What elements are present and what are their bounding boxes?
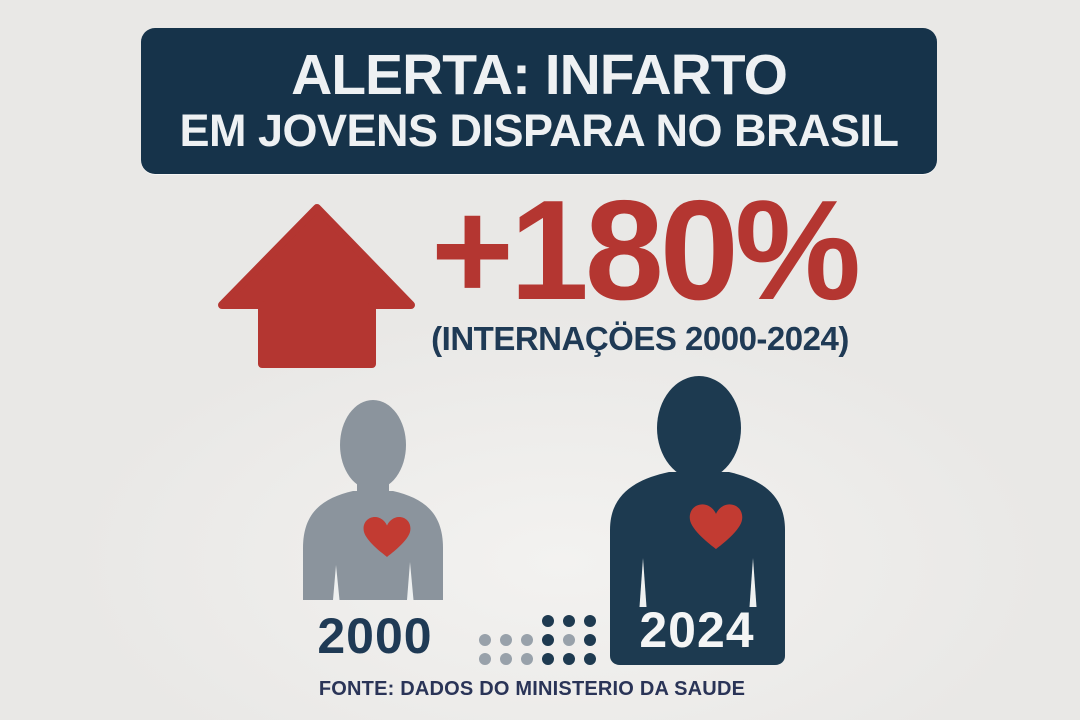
dot (479, 653, 491, 665)
dot (584, 653, 596, 665)
dot (584, 615, 596, 627)
dot (521, 653, 533, 665)
heart-2024-shape (689, 504, 743, 550)
title-line2: EM JOVENS DISPARA NO BRASIL (179, 105, 899, 157)
dot (584, 634, 596, 646)
up-arrow-shape (218, 204, 415, 368)
figure-2000-neck (357, 464, 389, 496)
dot (542, 653, 554, 665)
up-arrow-icon (218, 204, 415, 368)
dot (500, 634, 512, 646)
stat-value: +180% (430, 171, 861, 330)
year-label-2024: 2024 (639, 602, 755, 658)
heart-icon (689, 504, 743, 550)
figure-2000-body (303, 400, 443, 600)
figure-2024 (610, 376, 785, 665)
heart-icon (363, 517, 411, 557)
dot (542, 634, 554, 646)
figure-2000-arm-slit-right (407, 562, 414, 600)
dot (563, 634, 575, 646)
title-banner: ALERTA: INFARTO EM JOVENS DISPARA NO BRA… (141, 28, 937, 174)
stat-subtitle: (INTERNAÇÖES 2000-2024) (431, 320, 849, 357)
figure-2000-torso (303, 491, 443, 600)
figure-2000 (303, 400, 443, 600)
dot (521, 634, 533, 646)
dot (500, 653, 512, 665)
dot (542, 615, 554, 627)
figure-2000-arm-slit-left (333, 565, 340, 600)
figure-2024-arm-slit-right (749, 558, 757, 607)
figure-2024-arm-slit-left (639, 558, 647, 607)
title-line1: ALERTA: INFARTO (291, 43, 788, 108)
dots-grid (479, 615, 605, 671)
figure-2024-head (657, 376, 741, 480)
heart-2000-shape (363, 517, 411, 557)
dot (563, 653, 575, 665)
dot (479, 634, 491, 646)
dot (563, 615, 575, 627)
figure-2000-head (340, 400, 406, 490)
source-text: FONTE: DADOS DO MINISTERIO DA SAUDE (318, 678, 746, 700)
year-label-2000: 2000 (317, 608, 433, 664)
